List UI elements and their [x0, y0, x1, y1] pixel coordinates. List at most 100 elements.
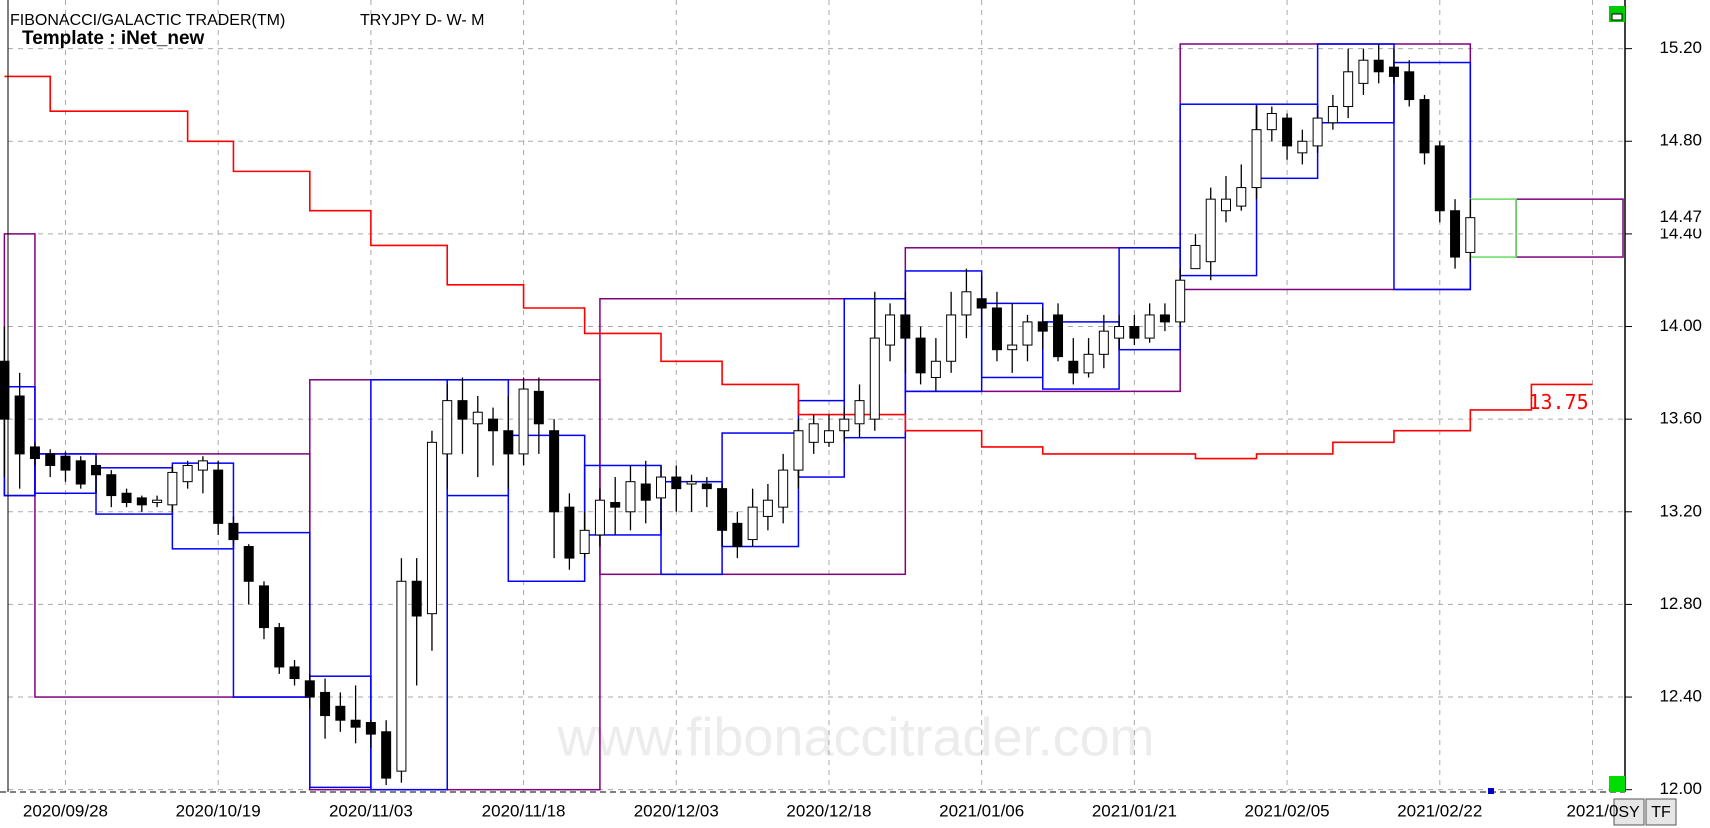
sy-button[interactable]: SY — [1613, 798, 1645, 826]
candle-body — [1007, 344, 1018, 351]
x-tick-label: 2020/12/03 — [634, 801, 719, 820]
candle-body — [45, 453, 56, 466]
candle-body — [976, 298, 987, 309]
plot: 13.75 — [0, 0, 1625, 792]
candle-body — [381, 731, 392, 779]
candle-body — [991, 307, 1002, 351]
y-tick-label: 12.00 — [1659, 779, 1702, 798]
candle-body — [762, 499, 773, 517]
candle-body — [1404, 71, 1415, 101]
tf-button[interactable]: TF — [1645, 798, 1677, 826]
candle-body — [243, 546, 254, 582]
candle-body — [213, 469, 224, 524]
candle-body — [793, 430, 804, 471]
candle-body — [625, 481, 636, 513]
y-tick-label: 13.60 — [1659, 409, 1702, 428]
line-end-label: 13.75 — [1528, 390, 1588, 414]
candle-body — [75, 460, 86, 485]
candle-body — [671, 476, 682, 490]
chart-subtitle: TRYJPY D- W- M — [360, 12, 484, 29]
candle-body — [426, 441, 437, 615]
y-tick-label: 14.80 — [1659, 131, 1702, 150]
candle-body — [1465, 217, 1476, 253]
candle-body — [136, 497, 147, 506]
candle-body — [1343, 71, 1354, 108]
candle-body — [1327, 106, 1338, 124]
corner-icon-glyph — [1611, 13, 1623, 21]
candle-body — [1251, 129, 1262, 189]
candle-body — [946, 314, 957, 362]
candle-body — [289, 666, 300, 680]
chart-title: FIBONACCI/GALACTIC TRADER(TM) — [10, 12, 285, 29]
weekly-box — [370, 379, 448, 791]
step-line — [4, 75, 1593, 460]
corner-icon[interactable] — [1609, 776, 1625, 792]
candle-body — [152, 499, 163, 504]
candle-body — [1175, 279, 1186, 323]
x-tick-label: 2021/02/22 — [1397, 801, 1482, 820]
candle-body — [1434, 145, 1445, 212]
candle-body — [549, 430, 560, 513]
x-tick-label: 2020/09/28 — [23, 801, 108, 820]
candle-body — [29, 446, 40, 460]
candle-body — [60, 455, 71, 471]
candle-body — [1022, 321, 1033, 346]
candle-body — [1388, 66, 1399, 77]
candle-body — [182, 464, 193, 483]
y-tick-label: 15.20 — [1659, 38, 1702, 57]
candle-body — [1083, 353, 1094, 374]
weekly-box — [232, 531, 311, 698]
candle-body — [197, 460, 208, 471]
candle-body — [1282, 117, 1293, 147]
candle-body — [1312, 117, 1323, 147]
y-tick-label: 13.20 — [1659, 501, 1702, 520]
candle-body — [350, 719, 361, 728]
candle-body — [365, 722, 376, 735]
template-label: Template : iNet_new — [22, 28, 205, 49]
candle-body — [335, 705, 346, 721]
x-tick-label: 2020/11/18 — [482, 801, 566, 820]
x-tick-label: 2021/02/05 — [1245, 801, 1330, 820]
candle-body — [472, 411, 483, 425]
candle-body — [518, 388, 529, 455]
candle-body — [717, 488, 728, 531]
candle-body — [1419, 99, 1430, 154]
candle-body — [106, 474, 117, 497]
x-tick-label: 2021/01/06 — [939, 801, 1024, 820]
candle-body — [747, 506, 758, 541]
last-price-label: 14.47 — [1659, 207, 1702, 226]
candle-body — [686, 481, 697, 485]
time-marker — [1488, 788, 1494, 794]
candle-body — [594, 499, 605, 536]
last-price-bg — [1634, 206, 1706, 229]
candle-body — [823, 430, 834, 443]
candle-body — [900, 314, 911, 339]
candle-body — [411, 580, 422, 617]
candle-body — [564, 506, 575, 559]
button-label: SY — [1618, 804, 1640, 821]
candle-body — [14, 395, 25, 455]
button-frame — [1645, 798, 1677, 826]
candle-body — [1266, 112, 1277, 131]
candle-body — [930, 360, 941, 378]
candle-body — [91, 464, 102, 476]
candle-body — [1450, 210, 1461, 258]
candle-body — [533, 390, 544, 425]
candle-body — [640, 483, 651, 501]
candle-body — [1144, 314, 1155, 339]
candle-body — [274, 627, 285, 668]
candle-body — [228, 522, 239, 541]
candle-body — [839, 418, 850, 432]
candle-body — [778, 469, 789, 508]
candle-body — [1190, 244, 1201, 270]
button-frame — [1613, 798, 1645, 826]
weekly-box — [1042, 321, 1120, 390]
candle-body — [732, 522, 743, 548]
candle-body — [1098, 330, 1109, 355]
weekly-box — [1393, 61, 1472, 291]
candle-body — [258, 585, 269, 629]
candle-body — [961, 291, 972, 316]
candle-body — [1129, 326, 1140, 339]
y-tick-label: 12.80 — [1659, 594, 1702, 613]
